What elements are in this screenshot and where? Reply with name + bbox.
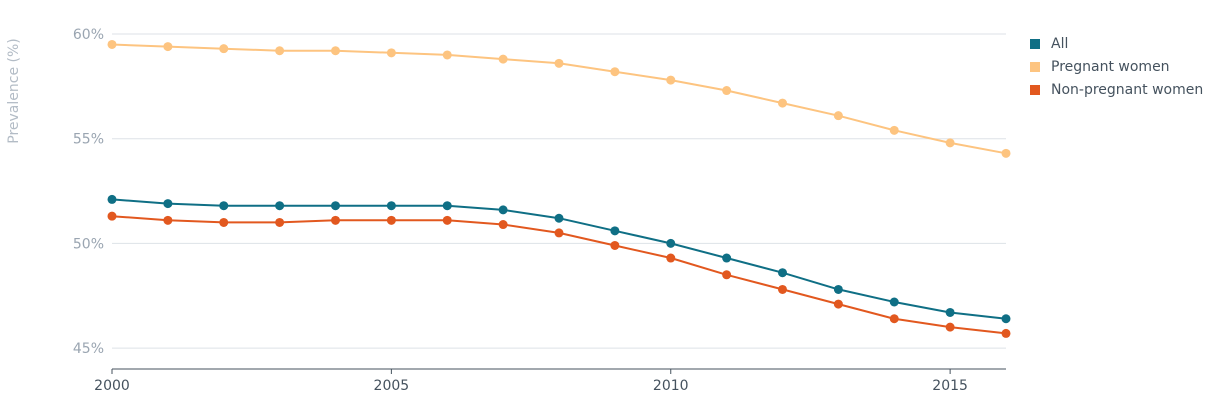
data-point (889, 297, 899, 307)
legend-label: Pregnant women (1051, 58, 1170, 75)
data-point (386, 201, 396, 211)
data-point (163, 215, 173, 225)
data-point (610, 226, 620, 236)
data-point (107, 39, 117, 49)
legend-swatch (1030, 61, 1040, 72)
data-point (945, 138, 955, 148)
data-point (107, 194, 117, 204)
data-point (219, 201, 229, 211)
data-point (722, 86, 732, 96)
x-axis: 2000 2005 2010 2015 (94, 368, 1006, 394)
data-point (666, 75, 676, 85)
data-point (498, 220, 508, 230)
data-point (889, 125, 899, 135)
series-non-pregnant-women (107, 211, 1011, 338)
data-point (386, 215, 396, 225)
data-point (722, 270, 732, 280)
data-point (722, 253, 732, 263)
x-tick-label: 2000 (94, 378, 130, 394)
data-point (1001, 314, 1011, 324)
y-tick-labels: 45% 50% 55% 60% (73, 27, 104, 357)
legend-item[interactable]: Non-pregnant women (1030, 78, 1203, 101)
x-tick-label: 2010 (653, 378, 689, 394)
y-tick-label: 55% (73, 132, 104, 148)
data-point (554, 213, 564, 223)
data-point (778, 268, 787, 278)
data-point (107, 211, 117, 221)
data-point (833, 284, 843, 294)
data-point (833, 111, 843, 121)
series-pregnant-women (107, 39, 1011, 158)
data-point (331, 201, 340, 211)
data-point (778, 284, 787, 294)
data-point (1001, 148, 1011, 158)
data-point (610, 240, 620, 250)
legend-swatch (1030, 38, 1040, 49)
data-point (498, 54, 508, 64)
gridlines (112, 33, 1006, 349)
data-point (554, 58, 564, 68)
y-axis-label: Prevalence (%) (6, 38, 22, 144)
legend-swatch (1030, 84, 1040, 95)
data-point (1001, 328, 1011, 338)
legend-label: All (1051, 35, 1069, 52)
data-point (442, 215, 452, 225)
data-point (889, 314, 899, 324)
data-point (442, 50, 452, 60)
data-point (778, 98, 787, 108)
legend-item[interactable]: All (1030, 32, 1203, 55)
series-lines (107, 39, 1011, 338)
legend-label: Non-pregnant women (1051, 81, 1204, 98)
data-point (275, 46, 285, 56)
data-point (386, 48, 396, 58)
legend: All Pregnant women Non-pregnant women (1030, 32, 1203, 101)
data-point (498, 205, 508, 215)
series-all (107, 194, 1011, 324)
data-point (666, 253, 676, 263)
y-tick-label: 45% (73, 341, 104, 357)
data-point (331, 215, 340, 225)
x-tick-label: 2015 (932, 378, 968, 394)
data-point (163, 199, 173, 209)
data-point (331, 46, 340, 56)
y-tick-label: 60% (73, 27, 104, 43)
x-tick-label: 2005 (374, 378, 410, 394)
data-point (554, 228, 564, 238)
data-point (275, 201, 285, 211)
data-point (442, 201, 452, 211)
data-point (219, 217, 229, 227)
y-tick-label: 50% (73, 236, 104, 252)
data-point (275, 217, 285, 227)
data-point (833, 299, 843, 309)
data-point (610, 67, 620, 77)
data-point (945, 307, 955, 317)
legend-item[interactable]: Pregnant women (1030, 55, 1203, 78)
data-point (219, 44, 229, 54)
data-point (945, 322, 955, 332)
data-point (666, 238, 676, 248)
data-point (163, 42, 173, 52)
